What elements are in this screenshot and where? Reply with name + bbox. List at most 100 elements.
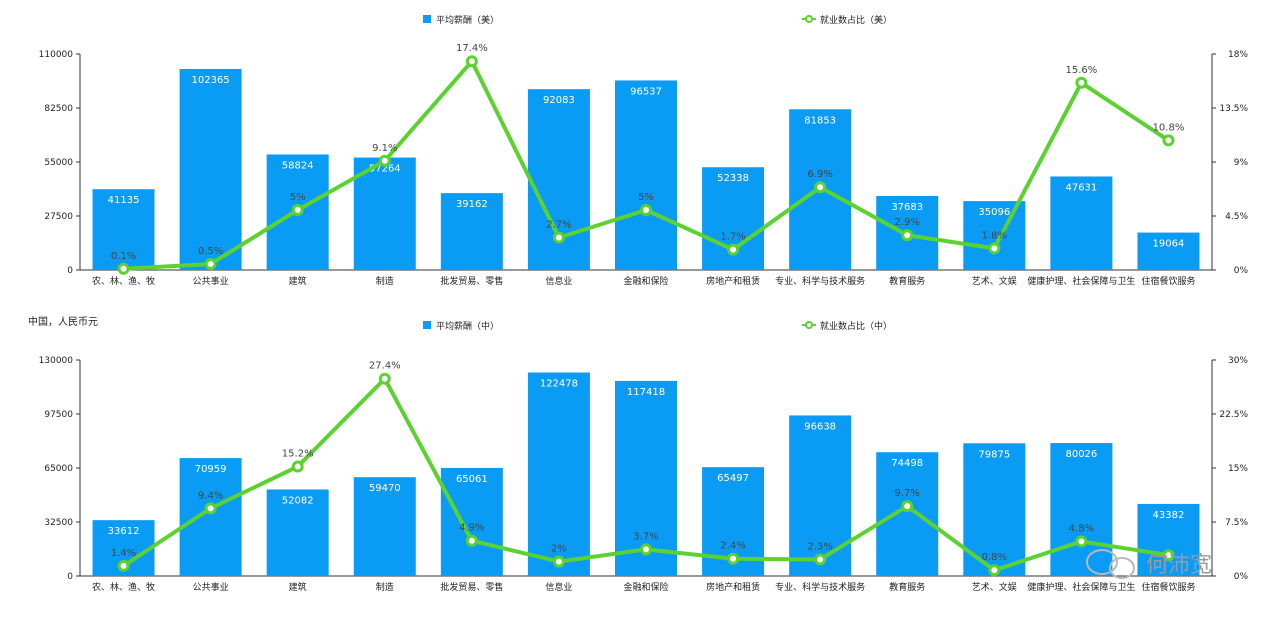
line-value-label: 4.9% [459, 523, 484, 534]
bar-value-label: 70959 [195, 464, 227, 475]
line-point [117, 262, 130, 275]
line-value-label: 1.7% [720, 232, 745, 243]
y-left-tick-label: 110000 [39, 50, 74, 60]
line-point [1075, 76, 1088, 89]
line-value-label: 2.3% [807, 541, 832, 552]
line-point [552, 231, 565, 244]
y-right-tick-label: 30% [1228, 356, 1248, 366]
line-value-label: 1.4% [111, 548, 136, 559]
line-value-label: 9.7% [895, 488, 920, 499]
legend-bar-label: 平均薪酬（美） [436, 14, 499, 26]
x-tick-label: 制造 [376, 275, 394, 287]
y-left-tick-label: 65000 [44, 464, 73, 474]
bar [179, 68, 242, 270]
x-tick-label: 农、林、渔、牧 [92, 581, 155, 593]
y-right-tick-label: 4.5% [1225, 212, 1248, 222]
bar-value-label: 52082 [282, 495, 314, 506]
x-tick-label: 公共事业 [193, 275, 229, 287]
x-tick-label: 批发贸易、零售 [440, 275, 503, 287]
bar-value-label: 47631 [1065, 182, 1097, 193]
y-right-tick-label: 0% [1234, 266, 1249, 276]
y-left-tick-label: 82500 [44, 104, 73, 114]
bar-value-label: 79875 [978, 449, 1010, 460]
bar-value-label: 37683 [891, 202, 923, 213]
bar-value-label: 96537 [630, 86, 662, 97]
line-point [465, 55, 478, 68]
line-point [901, 500, 914, 513]
legend-bar-swatch [423, 321, 431, 329]
bar-value-label: 43382 [1153, 510, 1185, 521]
chat-bubble-icon [1109, 557, 1135, 579]
bar [876, 452, 939, 576]
bar-value-label: 92083 [543, 95, 575, 106]
line-value-label: 0.1% [111, 251, 136, 262]
legend: 平均薪酬（美） 就业数占比（美） [423, 14, 892, 26]
y-left-tick-label: 130000 [39, 356, 74, 366]
bar-value-label: 58824 [282, 160, 314, 171]
bar [266, 489, 329, 576]
line-point [814, 181, 827, 194]
chart-panel-2: 中国，人民币元 平均薪酬（中） 就业数占比（中） 0 32500 65000 97500 13… [28, 315, 1248, 593]
legend: 平均薪酬（中） 就业数占比（中） [423, 320, 892, 332]
bar [1137, 232, 1200, 270]
chat-bubble-icon [1086, 549, 1118, 575]
line-value-label: 9.4% [198, 490, 223, 501]
x-tick-label: 房地产和租赁 [706, 275, 760, 287]
x-tick-label: 教育服务 [889, 275, 925, 287]
y-left-tick-label: 97500 [44, 410, 73, 420]
line-point [291, 460, 304, 473]
x-tick-label: 健康护理、社会保障与卫生 [1027, 581, 1135, 593]
bar [353, 477, 416, 576]
legend-bar-label: 平均薪酬（中） [436, 320, 499, 332]
bar-value-label: 59470 [369, 483, 401, 494]
line-value-label: 0.8% [982, 552, 1007, 563]
line-value-label: 2.9% [895, 217, 920, 228]
line-point [1162, 134, 1175, 147]
x-tick-label: 艺术、文娱 [972, 275, 1017, 287]
x-tick-label: 专业、科学与技术服务 [775, 275, 865, 287]
line-value-label: 0.5% [198, 246, 223, 257]
line-value-label: 2% [551, 544, 567, 555]
line-value-label: 4.8% [1069, 523, 1094, 534]
bar-value-label: 96638 [804, 421, 836, 432]
bar [1137, 503, 1200, 576]
line-point [291, 204, 304, 216]
x-tick-label: 信息业 [545, 275, 572, 287]
watermark-text: 何沛宽 [1146, 553, 1212, 578]
x-tick-label: 金融和保险 [623, 275, 668, 287]
bar-value-label: 33612 [108, 526, 140, 537]
y-right-tick-label: 9% [1234, 158, 1249, 168]
chart-panel-1: 平均薪酬（美） 就业数占比（美） 0 27500 55000 82500 110000 0% 4… [39, 14, 1249, 287]
line-value-label: 6.9% [807, 169, 832, 180]
y-right-tick-label: 18% [1228, 50, 1248, 60]
bar [789, 415, 852, 576]
x-tick-label: 批发贸易、零售 [440, 581, 503, 593]
line-point [204, 502, 217, 515]
legend-line-label: 就业数占比（中） [820, 320, 892, 332]
bar [615, 80, 677, 271]
legend-bar-swatch [423, 15, 431, 23]
legend-line-marker [805, 321, 813, 329]
bar-value-label: 35096 [978, 207, 1010, 218]
x-tick-label: 信息业 [545, 581, 572, 593]
bar-value-label: 80026 [1065, 449, 1097, 460]
line-value-label: 10.8% [1153, 122, 1185, 133]
bar [1050, 176, 1113, 270]
y-right-tick-label: 13.5% [1219, 104, 1248, 114]
bar-value-label: 52338 [717, 173, 749, 184]
line-point [640, 543, 652, 556]
bar-value-label: 41135 [108, 195, 140, 206]
bar-value-label: 57264 [369, 164, 401, 175]
legend-line-marker [805, 15, 813, 23]
x-tick-label: 公共事业 [193, 581, 229, 593]
x-tick-label: 专业、科学与技术服务 [775, 581, 865, 593]
line-value-label: 3.7% [633, 531, 658, 542]
line-value-label: 15.2% [282, 449, 314, 460]
x-tick-label: 住宿餐饮服务 [1141, 275, 1195, 287]
y-right-tick-label: 15% [1228, 464, 1248, 474]
bar-value-label: 81853 [804, 115, 836, 126]
line-point [1162, 549, 1175, 562]
chart-subtitle: 中国，人民币元 [28, 315, 98, 328]
line-value-label: 27.4% [369, 361, 401, 372]
y-left-tick-label: 27500 [44, 212, 73, 222]
